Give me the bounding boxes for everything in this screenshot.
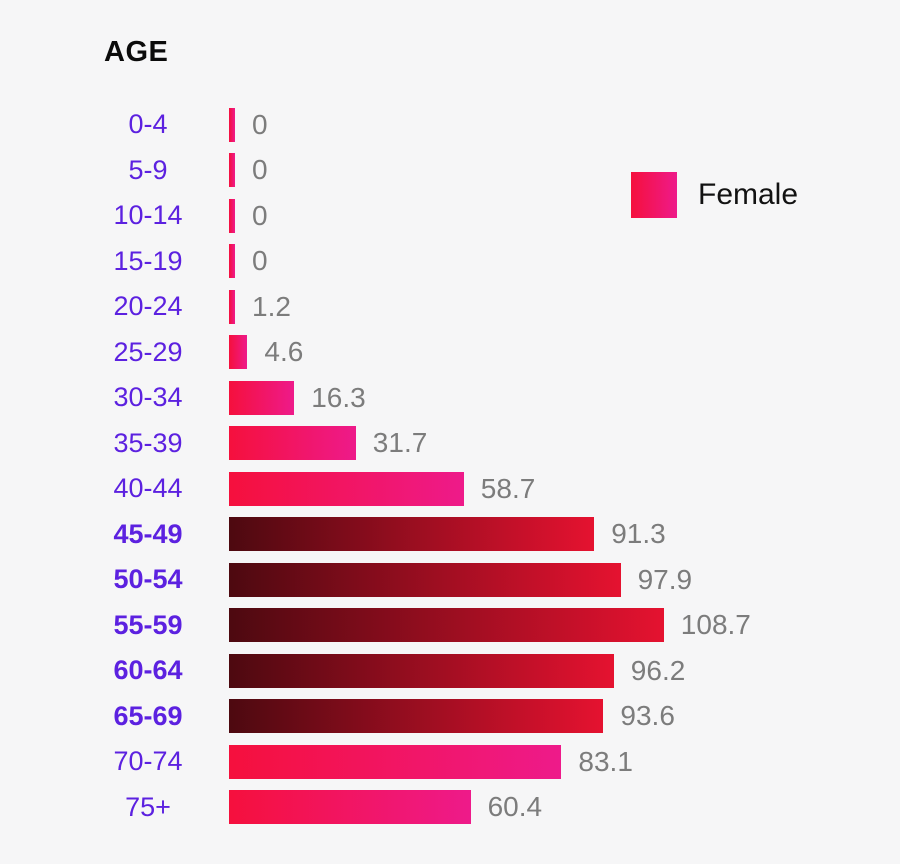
table-row: 5-9 0 [0,148,900,194]
bar-female [229,244,235,279]
bar-female [229,153,235,188]
value-label: 4.6 [264,336,304,368]
age-group-label: 50-54 [113,564,183,595]
table-row: 30-34 16.3 [0,375,900,421]
value-label: 0 [252,245,268,277]
age-group-label: 15-19 [113,245,183,276]
table-row: 70-74 83.1 [0,739,900,785]
chart-title: AGE [104,36,169,68]
table-row: 40-44 58.7 [0,466,900,512]
value-label: 0 [252,154,268,186]
value-label: 58.7 [480,472,536,504]
table-row: 15-19 0 [0,239,900,285]
table-row: 45-49 91.3 [0,512,900,558]
value-label: 93.6 [620,700,675,732]
bar-female [229,517,595,552]
bar-female [229,699,604,734]
age-group-label: 5-9 [128,154,168,185]
age-group-label: 40-44 [113,473,183,504]
age-group-label: 35-39 [113,427,183,458]
value-label: 16.3 [311,381,366,413]
age-group-label: 55-59 [113,609,183,640]
age-group-label: 45-49 [113,518,183,549]
bar-rows: 0-4 0 5-9 0 10-14 0 15-19 0 20-24 1.2 25-29 4.6 30-3… [0,102,900,830]
legend-swatch-female [631,172,677,218]
value-label: 108.7 [680,609,751,641]
age-group-label: 10-14 [113,200,183,231]
bar-female [229,335,248,370]
age-group-label: 60-64 [113,655,183,686]
value-label: 96.2 [630,654,686,686]
table-row: 75+ 60.4 [0,785,900,831]
value-label: 31.7 [372,427,428,459]
age-group-label: 70-74 [113,746,183,777]
bar-female [229,471,464,506]
table-row: 20-24 1.2 [0,284,900,330]
bar-female [229,107,235,142]
age-group-label: 65-69 [113,700,183,731]
bar-female [229,744,562,779]
value-label: 91.3 [611,518,666,550]
value-label: 0 [252,108,268,140]
bar-female [229,608,664,643]
bar-female [229,198,235,233]
value-label: 0 [252,199,268,231]
table-row: 60-64 96.2 [0,648,900,694]
legend[interactable]: Female [631,172,798,218]
bar-female [229,380,295,415]
age-group-label: 75+ [125,791,171,822]
bar-female [229,426,356,461]
bar-female [229,790,471,825]
value-label: 1.2 [252,290,291,322]
table-row: 50-54 97.9 [0,557,900,603]
bar-female [229,562,621,597]
legend-label-female: Female [698,178,799,211]
age-group-label: 25-29 [113,336,183,367]
value-label: 97.9 [637,563,693,595]
value-label: 83.1 [578,745,633,777]
table-row: 55-59 108.7 [0,603,900,649]
bar-female [229,653,614,688]
table-row: 35-39 31.7 [0,421,900,467]
value-label: 60.4 [487,791,543,823]
age-group-label: 30-34 [113,382,183,413]
bar-female [229,289,235,324]
table-row: 25-29 4.6 [0,330,900,376]
age-group-label: 0-4 [128,109,168,140]
age-group-label: 20-24 [113,291,183,322]
table-row: 65-69 93.6 [0,694,900,740]
table-row: 0-4 0 [0,102,900,148]
table-row: 10-14 0 [0,193,900,239]
